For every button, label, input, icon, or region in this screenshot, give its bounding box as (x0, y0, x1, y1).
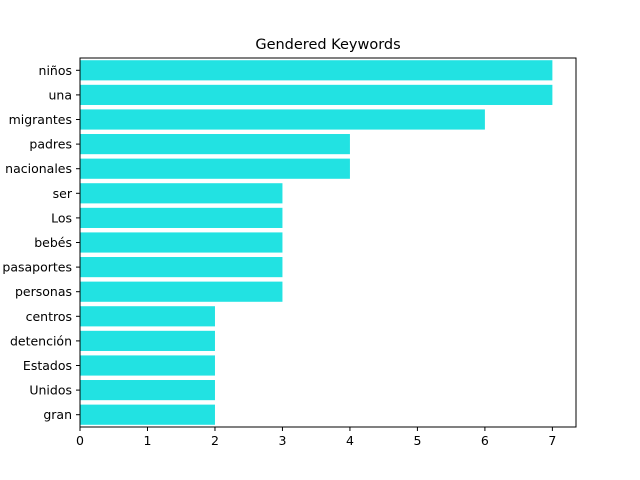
y-tick-label: padres (29, 137, 72, 152)
plot-frame (79, 57, 577, 428)
x-tick-label: 3 (278, 433, 286, 448)
bar-Unidos (80, 380, 215, 401)
bar-bebés (80, 232, 283, 253)
y-tick-label: Estados (23, 358, 72, 373)
y-tick-label: niños (39, 63, 72, 78)
bar-padres (80, 134, 350, 155)
y-tick-label: bebés (34, 235, 72, 250)
bar-detención (80, 330, 215, 351)
x-tick-label: 2 (211, 433, 219, 448)
y-tick-label: personas (15, 284, 72, 299)
bar-gran (80, 404, 215, 425)
y-tick-label: nacionales (5, 161, 72, 176)
x-tick-label: 0 (76, 433, 84, 448)
x-tick-label: 5 (413, 433, 421, 448)
y-tick-label: una (48, 87, 72, 102)
x-tick-label: 7 (548, 433, 556, 448)
y-tick-label: detención (10, 333, 72, 348)
y-tick-label: pasaportes (2, 260, 72, 275)
y-tick-label: migrantes (9, 112, 72, 127)
bar-personas (80, 281, 283, 302)
y-tick-label: gran (43, 407, 72, 422)
y-tick-label: centros (26, 309, 72, 324)
bar-Estados (80, 355, 215, 376)
bar-ser (80, 183, 283, 204)
y-tick-label: Unidos (29, 383, 72, 398)
bar-migrantes (80, 109, 485, 130)
bar-Los (80, 207, 283, 228)
bar-nacionales (80, 158, 350, 179)
bar-niños (80, 60, 553, 81)
x-tick-label: 4 (346, 433, 354, 448)
bar-pasaportes (80, 257, 283, 278)
chart-title: Gendered Keywords (255, 37, 400, 53)
x-tick-label: 1 (144, 433, 152, 448)
y-tick-label: Los (51, 210, 72, 225)
y-tick-label: ser (53, 186, 73, 201)
bar-centros (80, 306, 215, 327)
bar-una (80, 84, 553, 105)
x-tick-label: 6 (481, 433, 489, 448)
